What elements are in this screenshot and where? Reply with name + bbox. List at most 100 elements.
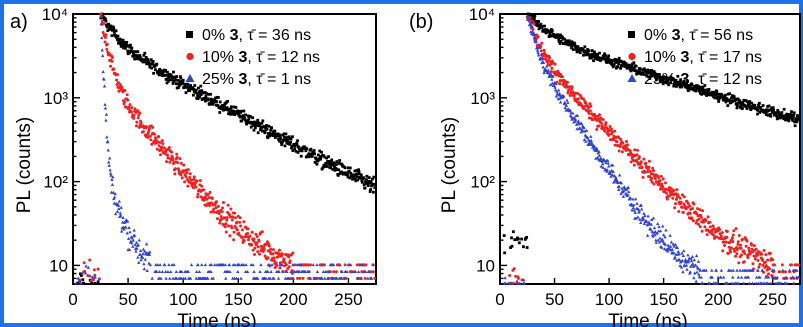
data-point [608,124,612,128]
data-point [265,243,269,247]
legend-label: 10% 3, τ̄ = 12 ns [202,49,320,66]
data-point [776,116,780,120]
data-point [159,153,163,157]
data-point [179,276,184,280]
data-point [791,275,795,279]
data-point [514,281,519,285]
data-point [264,276,268,280]
data-point [535,46,539,50]
data-point [217,212,221,216]
data-point [582,53,585,57]
data-point [651,216,656,220]
data-point [170,78,174,82]
data-point [657,224,661,229]
data-point [686,80,689,83]
data-point [700,229,704,233]
data-point [768,108,771,112]
data-point [287,255,291,259]
data-point [540,41,544,45]
data-point [176,78,180,82]
data-point [692,258,697,262]
data-point [266,136,270,140]
data-point [736,275,741,279]
data-point [150,66,154,70]
data-point [645,74,649,78]
legend-label: 10% 3, τ̄ = 17 ns [644,49,762,66]
data-point [708,220,712,224]
data-point [631,159,635,163]
data-point [323,155,327,159]
data-point [200,184,204,188]
data-point [534,38,538,42]
data-point [722,240,726,244]
data-point [209,263,214,267]
data-point [644,161,648,165]
data-point [686,260,691,264]
data-point [221,200,225,204]
data-point [723,95,726,99]
data-point [527,12,531,16]
data-point [775,275,779,279]
data-point [726,281,730,285]
data-point [233,211,237,215]
data-point [273,129,277,133]
data-point [327,269,331,274]
data-point [80,272,85,276]
data-point [758,262,762,266]
data-point [246,238,250,242]
data-point [194,88,198,92]
data-point [681,270,685,274]
data-point [626,185,631,189]
data-point [717,100,721,103]
data-point [96,267,100,271]
data-point [278,266,282,270]
data-point [670,247,675,251]
data-point [179,173,183,177]
data-point [541,65,545,69]
data-point [539,49,543,53]
data-point [115,78,119,82]
data-point [346,263,351,267]
data-point [616,65,620,69]
data-point [141,247,146,251]
data-point [262,247,266,251]
data-point [228,269,232,274]
data-point [518,281,522,285]
data-point [340,170,343,174]
data-point [611,163,615,167]
data-point [661,177,665,181]
data-point [156,69,160,73]
data-point [368,190,372,193]
data-point [221,206,225,210]
data-point [635,153,639,157]
data-point [357,170,361,174]
data-point [699,275,703,279]
data-point [79,274,83,277]
data-point [694,254,699,258]
data-point [285,136,289,139]
data-point [135,54,138,57]
data-point [565,39,568,43]
data-point [633,197,638,201]
data-point [258,124,261,127]
data-point [250,230,254,234]
data-point [311,263,315,267]
data-point [175,155,179,159]
data-point [750,281,755,285]
data-point [255,124,259,127]
data-point [534,19,538,23]
data-point [761,258,765,262]
data-point [289,269,293,274]
data-point [658,229,663,233]
data-point [134,249,138,253]
data-point [776,109,780,112]
data-point [628,196,633,200]
data-point [215,100,218,103]
data-point [126,98,130,102]
data-point [230,226,234,230]
data-point [653,229,658,234]
data-point [210,196,214,200]
y-tick-label: 10⁴ [42,5,68,24]
data-point [111,190,116,194]
data-point [677,83,681,87]
